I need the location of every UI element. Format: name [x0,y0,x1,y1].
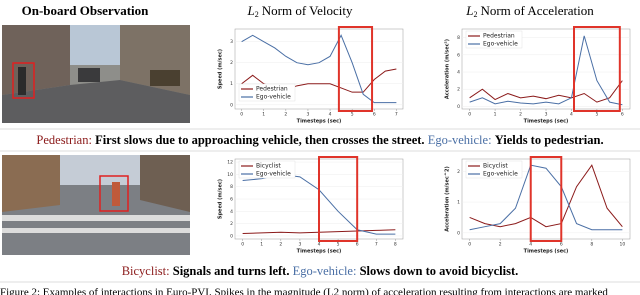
photo [2,25,190,123]
y-axis-label: Acceleration (m/sec²) [445,39,451,99]
y-axis-label: Speed (m/sec) [218,49,224,89]
legend-label: Pedestrian [483,33,515,40]
x-tick-label: 4 [318,242,321,248]
figure-caption: Figure 2: Examples of interactions in Eu… [0,287,608,295]
y-tick-label: 0 [230,102,233,108]
ego-label: Ego-vehicle: [428,133,492,147]
x-tick-label: 7 [375,242,378,248]
x-axis-label: Timesteps (sec) [297,249,342,255]
agent-label: Bicyclist: [122,264,170,278]
header-sub: 2 [255,10,259,19]
row-caption: Bicyclist: Signals and turns left. Ego-v… [122,264,519,278]
y-tick-label: 1 [457,200,460,206]
series-line [469,35,623,106]
ego-text: Slows down to avoid bicyclist. [360,264,519,278]
x-axis-label: Timesteps (sec) [524,119,569,125]
x-tick-label: 3 [298,242,301,248]
legend-label: Ego-vehicle [483,41,518,48]
y-tick-label: 6 [457,52,460,58]
x-tick-label: 10 [619,242,625,248]
x-tick-label: 2 [499,242,502,248]
x-tick-label: 0 [468,242,471,248]
y-axis-label: Speed (m/sec) [218,179,224,219]
x-tick-label: 4 [329,112,332,118]
plot-frame [234,28,404,110]
legend-label: Ego-vehicle [483,171,518,178]
y-tick-label: 12 [227,160,233,166]
x-tick-label: 8 [394,242,397,248]
ego-label: Ego-vehicle: [293,264,357,278]
x-tick-label: 5 [351,112,354,118]
header: L2 Norm of Acceleration [465,3,594,19]
series-line [469,164,623,231]
header: On-board Observation [22,3,150,18]
highlight-box [318,156,359,242]
header-symbol: L [247,3,255,18]
x-tick-label: 0 [240,112,243,118]
y-tick-label: 2 [457,87,460,93]
highlight-box [573,26,621,112]
y-tick-label: 0 [230,233,233,239]
header-sub: 2 [473,10,477,19]
series-line [241,34,397,104]
y-tick-label: 2 [230,221,233,227]
x-tick-label: 4 [529,242,532,248]
row-caption: Pedestrian: First slows due to approachi… [36,133,603,147]
x-tick-label: 6 [560,242,563,248]
header-text: Norm of Acceleration [480,3,594,18]
y-tick-label: 2 [230,60,233,66]
legend-label: Ego-vehicle [256,171,291,178]
x-tick-label: 2 [279,242,282,248]
x-tick-label: 1 [262,112,265,118]
x-tick-label: 4 [570,112,573,118]
y-tick-label: 0 [457,104,460,110]
y-axis-label: Acceleration (m/sec^2) [445,166,451,232]
x-tick-label: 8 [590,242,593,248]
header-symbol: L [465,3,473,18]
x-axis-label: Timesteps (sec) [524,249,569,255]
x-tick-label: 6 [621,112,624,118]
agent-label: Pedestrian: [36,133,92,147]
series-line [469,80,623,103]
x-tick-label: 5 [595,112,598,118]
photo [2,155,190,255]
y-tick-label: 10 [227,172,233,178]
x-tick-label: 3 [545,112,548,118]
x-tick-label: 5 [337,242,340,248]
highlight-box [337,26,374,112]
highlight-box [529,156,563,242]
agent-text: First slows due to approaching vehicle, … [95,133,425,147]
x-tick-label: 7 [395,112,398,118]
legend-label: Bicyclist [483,163,508,170]
x-tick-label: 0 [241,242,244,248]
ego-text: Yields to pedestrian. [495,133,604,147]
legend-label: Bicyclist [256,163,281,170]
x-tick-label: 3 [307,112,310,118]
y-tick-label: 2 [457,169,460,175]
x-tick-label: 6 [356,242,359,248]
series-line [469,164,623,228]
y-tick-label: 0 [457,230,460,236]
y-tick-label: 4 [457,70,460,76]
y-tick-label: 6 [230,197,233,203]
y-tick-label: 3 [230,39,233,45]
x-tick-label: 2 [284,112,287,118]
x-tick-label: 1 [494,112,497,118]
plot-frame [461,158,631,240]
legend-label: Pedestrian [256,86,288,93]
y-tick-label: 8 [230,184,233,190]
agent-text: Signals and turns left. [173,264,290,278]
y-tick-label: 8 [457,35,460,41]
y-tick-label: 1 [230,81,233,87]
x-axis-label: Timesteps (sec) [297,119,342,125]
legend-label: Ego-vehicle [256,94,291,101]
header: L2 Norm of Velocity [247,3,353,19]
header-text: Norm of Velocity [262,3,353,18]
x-tick-label: 2 [519,112,522,118]
x-tick-label: 1 [260,242,263,248]
x-tick-label: 6 [373,112,376,118]
x-tick-label: 0 [468,112,471,118]
y-tick-label: 4 [230,209,233,215]
